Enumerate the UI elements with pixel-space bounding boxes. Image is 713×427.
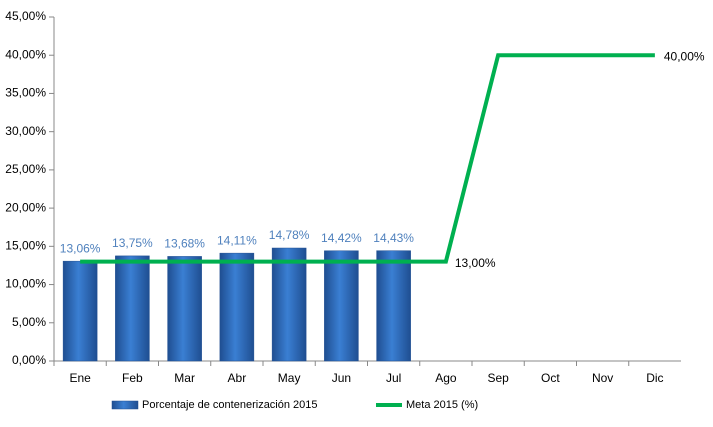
y-tick-label: 5,00% [12,315,46,329]
x-tick-label: Ago [435,371,457,385]
y-tick-label: 35,00% [5,86,46,100]
data-label: 14,42% [321,231,362,245]
legend-label: Porcentaje de contenerización 2015 [142,399,318,411]
x-tick-label: Oct [541,371,560,385]
data-label: 13,06% [60,241,101,255]
data-label: 40,00% [664,49,705,63]
bar [219,252,255,362]
data-label: 14,11% [217,233,257,247]
data-label: 13,75% [112,236,153,250]
x-tick-label: May [278,371,301,385]
x-tick-label: Feb [122,371,143,385]
y-tick-label: 10,00% [5,277,46,291]
data-label: 13,68% [164,237,205,251]
y-tick-label: 0,00% [12,353,46,367]
bar [62,260,98,362]
x-tick-label: Jun [332,371,351,385]
legend-label: Meta 2015 (%) [406,399,478,411]
x-tick-label: Mar [174,371,195,385]
data-label: 13,00% [455,256,496,270]
bar [115,255,150,362]
line [80,53,655,264]
bar [376,250,411,362]
y-tick-label: 25,00% [5,162,46,176]
data-label: 14,43% [373,231,414,245]
y-tick-label: 30,00% [5,124,46,138]
y-tick-label: 20,00% [5,200,46,214]
legend-swatch [111,400,139,410]
y-tick-label: 45,00% [5,9,46,23]
x-tick-label: Ene [69,371,91,385]
y-tick-label: 15,00% [5,239,46,253]
bar [324,250,359,362]
x-tick-label: Jul [386,371,401,385]
x-tick-label: Sep [487,371,509,385]
data-label: 14,78% [269,228,310,242]
x-tick-label: Dic [646,371,663,385]
x-tick-label: Abr [228,371,247,385]
bar [271,247,307,362]
bar [167,256,202,362]
y-tick-label: 40,00% [5,47,46,61]
x-tick-label: Nov [592,371,613,385]
